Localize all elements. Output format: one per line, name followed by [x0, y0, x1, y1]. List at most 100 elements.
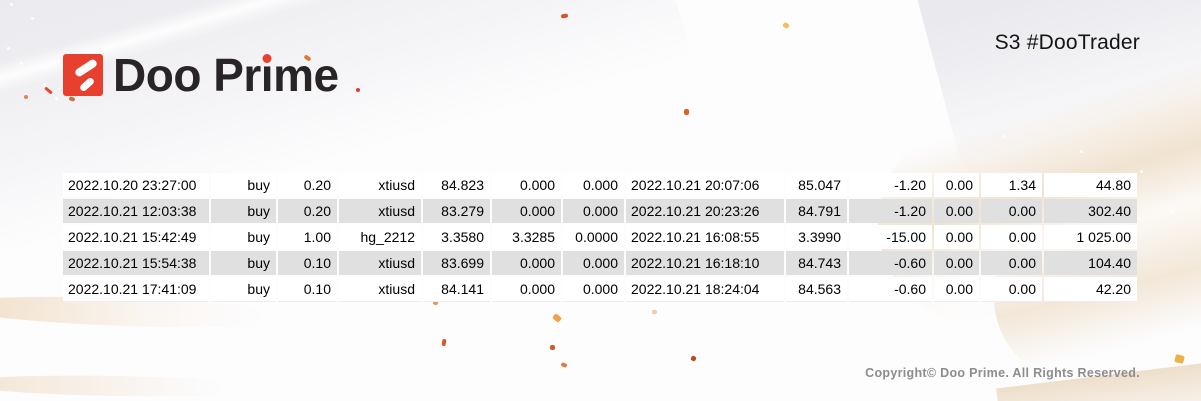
logo-arrow-stroke — [78, 76, 96, 93]
table-cell: 0.20 — [278, 173, 337, 197]
table-cell: 2022.10.21 20:23:26 — [626, 199, 784, 223]
table-cell: 83.279 — [423, 199, 490, 223]
table-cell: 2022.10.21 16:08:55 — [626, 225, 784, 249]
table-cell: 2022.10.21 15:54:38 — [63, 251, 209, 275]
table-cell: -15.00 — [849, 225, 932, 249]
table-cell: buy — [211, 173, 276, 197]
table-cell: 3.3285 — [492, 225, 561, 249]
sparkle-dot-icon — [1003, 135, 1006, 138]
table-cell: 44.80 — [1044, 173, 1137, 197]
brand-wordmark-suffix: me — [273, 49, 339, 101]
table-cell: 2022.10.21 17:41:09 — [63, 277, 209, 302]
brand-wordmark-i: ı — [260, 49, 274, 101]
table-cell: 1.34 — [981, 173, 1042, 197]
brand-wordmark-prefix: Doo Pr — [113, 49, 261, 101]
table-cell: 3.3580 — [423, 225, 490, 249]
table-cell: 42.20 — [1044, 277, 1137, 302]
sparkle-dot-icon — [55, 97, 58, 100]
confetti-speck-icon — [550, 345, 555, 350]
confetti-speck-icon — [782, 21, 790, 30]
table-cell: 3.3990 — [786, 225, 847, 249]
table-cell: 84.563 — [786, 277, 847, 302]
sparkle-dot-icon — [10, 3, 13, 6]
table-cell: xtiusd — [339, 173, 421, 197]
confetti-speck-icon — [1174, 353, 1185, 365]
table-cell: buy — [211, 251, 276, 275]
table-cell: 0.000 — [563, 277, 624, 302]
sparkle-dot-icon — [1140, 170, 1143, 173]
doo-prime-logo-icon — [63, 54, 103, 96]
table-row: 2022.10.20 23:27:00 buy 0.20 xtiusd 84.823 0.… — [63, 173, 1137, 197]
sparkle-dot-icon — [7, 47, 10, 50]
trade-history-table-body: 2022.10.20 23:27:00 buy 0.20 xtiusd 84.823 0.… — [63, 173, 1137, 302]
confetti-speck-icon — [24, 95, 28, 99]
table-cell: 302.40 — [1044, 199, 1137, 223]
table-cell: 0.000 — [492, 199, 561, 223]
table-cell: 0.00 — [934, 173, 979, 197]
table-cell: 0.00 — [981, 251, 1042, 275]
background-ribbon — [0, 373, 271, 399]
table-cell: 104.40 — [1044, 251, 1137, 275]
table-cell: xtiusd — [339, 277, 421, 302]
table-cell: 1 025.00 — [1044, 225, 1137, 249]
table-cell: -1.20 — [849, 173, 932, 197]
confetti-speck-icon — [690, 355, 697, 362]
sparkle-dot-icon — [43, 83, 46, 86]
program-label: S3 #DooTrader — [994, 31, 1140, 54]
table-cell: 0.000 — [492, 173, 561, 197]
table-row: 2022.10.21 15:42:49 buy 1.00 hg_2212 3.3580 3… — [63, 225, 1137, 249]
table-cell: 0.000 — [492, 251, 561, 275]
brand-wordmark: Doo Prıme — [113, 52, 339, 98]
table-cell: 2022.10.21 18:24:04 — [626, 277, 784, 302]
table-cell: -1.20 — [849, 199, 932, 223]
sparkle-dot-icon — [1080, 150, 1083, 153]
table-cell: xtiusd — [339, 251, 421, 275]
table-cell: 0.10 — [278, 277, 337, 302]
confetti-speck-icon — [552, 313, 562, 323]
confetti-speck-icon — [44, 86, 53, 95]
table-row: 2022.10.21 17:41:09 buy 0.10 xtiusd 84.141 0.… — [63, 277, 1137, 302]
table-cell: -0.60 — [849, 251, 932, 275]
trade-history-table: 2022.10.20 23:27:00 buy 0.20 xtiusd 84.823 0.… — [61, 171, 1139, 304]
table-cell: 1.00 — [278, 225, 337, 249]
confetti-speck-icon — [560, 13, 569, 19]
table-cell: 0.000 — [492, 277, 561, 302]
table-cell: 2022.10.21 15:42:49 — [63, 225, 209, 249]
background-ribbon — [913, 0, 1201, 180]
table-cell: 0.00 — [934, 277, 979, 302]
table-cell: 0.00 — [981, 277, 1042, 302]
table-cell: 0.00 — [981, 225, 1042, 249]
table-cell: 2022.10.21 12:03:38 — [63, 199, 209, 223]
table-cell: 2022.10.20 23:27:00 — [63, 173, 209, 197]
table-cell: 84.141 — [423, 277, 490, 302]
table-cell: buy — [211, 225, 276, 249]
table-cell: 2022.10.21 16:18:10 — [626, 251, 784, 275]
confetti-speck-icon — [441, 338, 447, 347]
table-cell: 0.000 — [563, 173, 624, 197]
sparkle-dot-icon — [20, 62, 23, 65]
table-cell: 84.823 — [423, 173, 490, 197]
sparkle-dot-icon — [31, 17, 34, 20]
table-cell: 84.791 — [786, 199, 847, 223]
table-cell: 83.699 — [423, 251, 490, 275]
logo-arrow-stroke — [73, 58, 99, 78]
table-row: 2022.10.21 12:03:38 buy 0.20 xtiusd 83.279 0.… — [63, 199, 1137, 223]
table-cell: buy — [211, 199, 276, 223]
table-row: 2022.10.21 15:54:38 buy 0.10 xtiusd 83.699 0.… — [63, 251, 1137, 275]
table-cell: 84.743 — [786, 251, 847, 275]
confetti-speck-icon — [356, 88, 360, 92]
table-cell: 85.047 — [786, 173, 847, 197]
table-cell: 0.00 — [934, 199, 979, 223]
table-cell: hg_2212 — [339, 225, 421, 249]
table-cell: 0.000 — [563, 251, 624, 275]
confetti-speck-icon — [560, 362, 568, 368]
table-cell: 0.20 — [278, 199, 337, 223]
table-cell: 0.000 — [563, 199, 624, 223]
sparkle-dot-icon — [1170, 210, 1173, 213]
confetti-speck-icon — [652, 310, 657, 314]
copyright-text: Copyright© Doo Prime. All Rights Reserve… — [865, 366, 1140, 380]
confetti-speck-icon — [68, 96, 76, 102]
table-cell: xtiusd — [339, 199, 421, 223]
confetti-speck-icon — [684, 109, 689, 115]
table-cell: 0.00 — [934, 251, 979, 275]
